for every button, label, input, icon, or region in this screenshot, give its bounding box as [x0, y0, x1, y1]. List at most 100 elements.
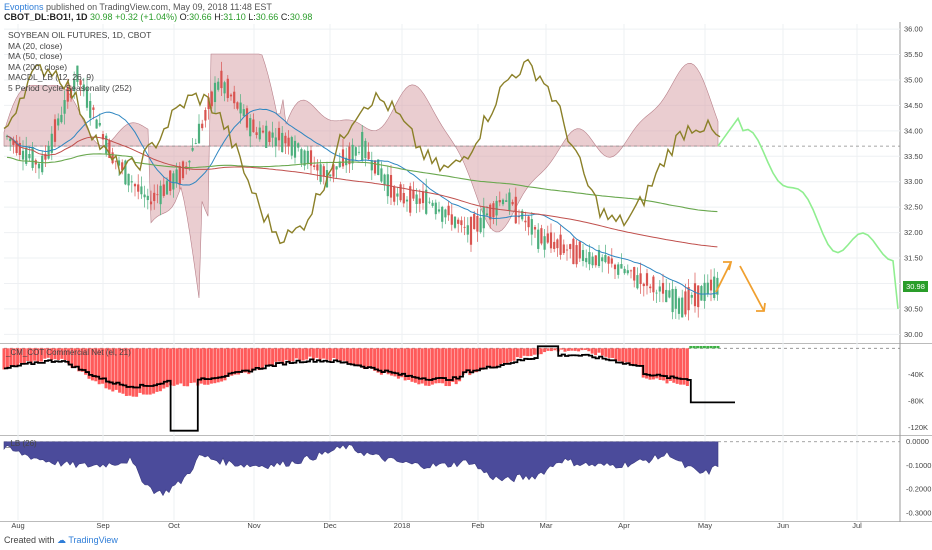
- candle-body: [233, 91, 236, 104]
- legend-ma50[interactable]: MA (50, close): [8, 51, 63, 61]
- tradingview-link[interactable]: TradingView: [68, 535, 118, 545]
- legend-ma20[interactable]: MA (20, close): [8, 40, 63, 51]
- candle-body: [530, 219, 533, 235]
- candle-body: [175, 169, 178, 184]
- candle-body: [217, 81, 220, 90]
- candle-body: [383, 174, 386, 186]
- cot-bar: [539, 348, 543, 355]
- candle-body: [620, 264, 623, 269]
- candle-body: [143, 194, 146, 198]
- ma200-line: [6, 135, 718, 248]
- candle-body: [15, 140, 18, 154]
- candle-body: [242, 109, 245, 116]
- time-tick-label: Jun: [777, 521, 789, 530]
- candle-body: [149, 201, 153, 205]
- cot-bar: [403, 348, 407, 381]
- price-change: +0.32 (+1.04%): [115, 12, 178, 22]
- candle-body: [418, 198, 421, 204]
- cot-bar: [587, 348, 591, 352]
- cot-bar: [233, 348, 237, 375]
- candle-body: [709, 279, 713, 291]
- candle-body: [335, 166, 338, 170]
- candle-body: [562, 244, 565, 254]
- candle-body: [114, 160, 117, 162]
- candle-body: [402, 193, 405, 204]
- cot-bar: [339, 348, 343, 362]
- cot-bar: [60, 348, 64, 359]
- candle-body: [53, 119, 57, 142]
- cot-bar: [468, 348, 472, 376]
- candle-body: [345, 157, 348, 166]
- cot-bar: [196, 348, 200, 386]
- candle-body: [133, 184, 137, 187]
- candle-body: [639, 273, 642, 285]
- candle-body: [21, 150, 25, 160]
- open-label: O:: [179, 12, 190, 22]
- cot-bar: [515, 348, 519, 358]
- cot-bar: [158, 348, 162, 392]
- cot-bar: [186, 348, 190, 387]
- cot-bar: [373, 348, 377, 371]
- cot-pane-label[interactable]: _CM_COT Commercial Net (el, 21): [6, 348, 131, 357]
- cot-bar: [702, 345, 706, 349]
- price-tick-label: 34.50: [904, 101, 923, 110]
- candle-body: [405, 199, 409, 202]
- last-price: 30.98: [90, 12, 113, 22]
- macd-series: [3, 58, 721, 245]
- cot-bar: [658, 348, 662, 381]
- candle-body: [706, 282, 709, 295]
- candle-body: [207, 97, 210, 110]
- candle-body: [421, 191, 425, 204]
- candle-body: [495, 200, 498, 216]
- cot-bar: [29, 348, 33, 364]
- candle-body: [188, 160, 191, 163]
- candle-body: [687, 287, 690, 311]
- candle-body: [338, 161, 341, 168]
- cot-net-line: [4, 345, 735, 432]
- cot-bar: [107, 348, 111, 390]
- cot-bar: [131, 348, 135, 397]
- legend-ma200[interactable]: MA (200, close): [8, 61, 68, 72]
- cot-bar: [362, 348, 366, 370]
- candle-body: [124, 160, 127, 185]
- cot-bar: [519, 348, 523, 359]
- legend-macd[interactable]: MACDL_LB (12, 26, 9): [8, 72, 94, 82]
- cot-bar: [70, 348, 74, 368]
- cot-bar: [67, 348, 71, 364]
- candle-body: [194, 143, 197, 144]
- candle-body: [197, 123, 201, 144]
- macd-line: [3, 58, 721, 245]
- candle-body: [76, 65, 79, 82]
- cot-bar: [437, 348, 441, 384]
- candle-body: [508, 192, 511, 211]
- candle-body: [329, 174, 332, 177]
- cot-bar: [696, 345, 700, 349]
- cot-bar: [250, 348, 254, 372]
- cot-bar: [600, 348, 604, 356]
- candle-body: [249, 118, 252, 137]
- oscillator-pane-label[interactable]: _LB (26): [6, 439, 37, 448]
- grid-lines: [0, 22, 932, 522]
- candle-body: [565, 249, 569, 251]
- time-tick-label: Mar: [540, 521, 553, 530]
- cot-bar: [672, 348, 676, 383]
- cot-bar: [685, 348, 689, 386]
- candle-body: [629, 270, 633, 272]
- cot-bar: [50, 348, 54, 361]
- cot-bar: [451, 348, 455, 382]
- publisher-link[interactable]: Evoptions: [4, 2, 44, 12]
- candle-body: [261, 130, 265, 133]
- candle-body: [703, 282, 706, 301]
- candle-body: [713, 276, 716, 299]
- cot-bar: [53, 348, 57, 360]
- cot-bar: [12, 348, 16, 367]
- cot-bar: [226, 348, 230, 377]
- candle-body: [50, 133, 53, 153]
- osc-tick-label: 0.0000: [906, 437, 929, 446]
- cot-bar: [709, 345, 713, 349]
- candle-body: [671, 288, 674, 313]
- cot-bar: [33, 348, 37, 361]
- legend-seasonality[interactable]: 5 Period Cycle Seasonality (252): [8, 82, 132, 93]
- cot-bar: [566, 348, 570, 351]
